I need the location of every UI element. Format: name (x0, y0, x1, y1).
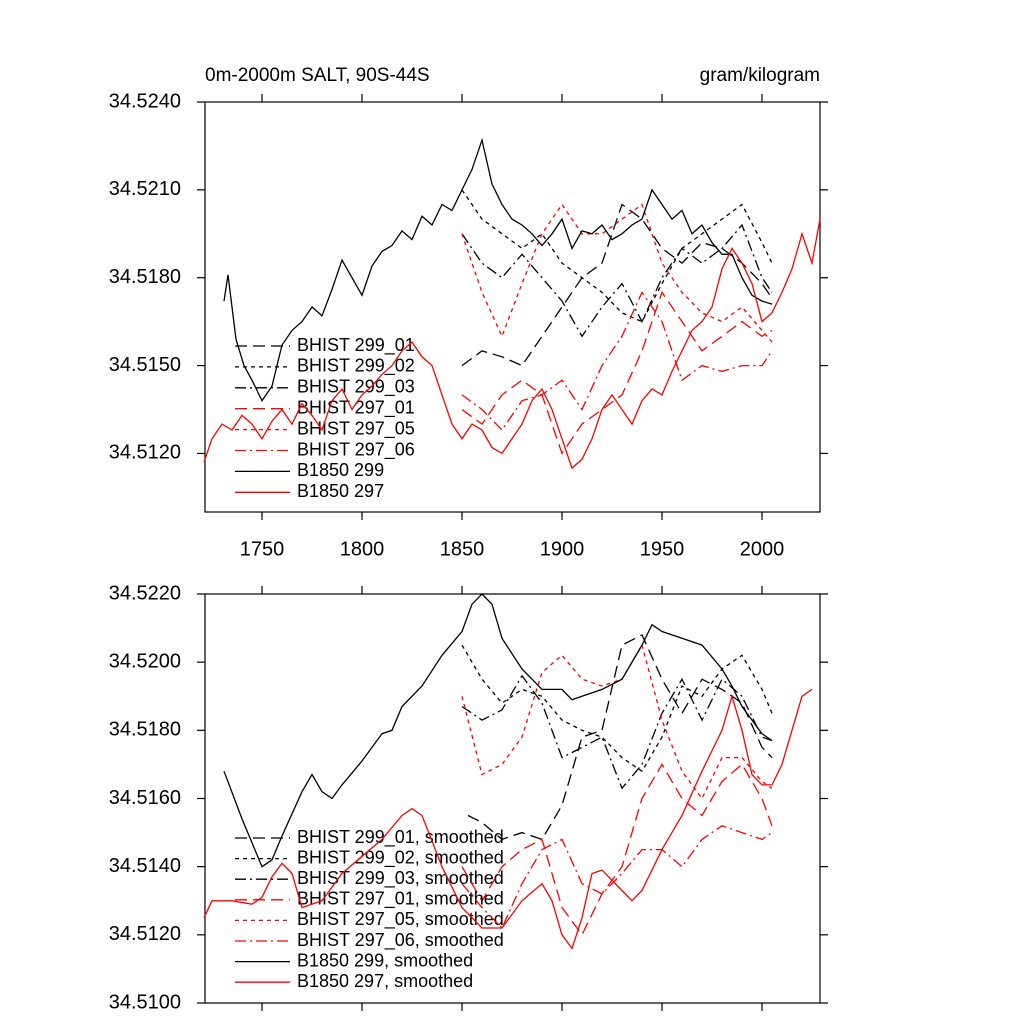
y-tick-label: 34.5220 (109, 582, 181, 604)
legend-label: B1850 299, smoothed (297, 950, 473, 970)
data-line (461, 203, 773, 343)
legend-label: BHIST 297_06 (297, 439, 415, 460)
legend-label: BHIST 299_03, smoothed (297, 868, 504, 889)
data-line (461, 290, 773, 455)
y-tick-label: 34.5180 (109, 266, 181, 288)
data-line (461, 825, 773, 930)
y-tick-label: 34.5240 (109, 90, 181, 112)
data-line (223, 137, 773, 402)
data-line (223, 593, 773, 868)
data-line (461, 644, 773, 773)
y-tick-label: 34.5200 (109, 650, 181, 672)
legend-label: BHIST 297_01, smoothed (297, 889, 504, 910)
legend-label: BHIST 297_01 (297, 397, 415, 418)
y-tick-label: 34.5140 (109, 855, 181, 877)
data-line (461, 203, 773, 367)
x-tick-label: 1750 (240, 538, 285, 560)
legend-label: BHIST 299_01, smoothed (297, 827, 504, 848)
x-tick-label: 1800 (340, 538, 385, 560)
legend-label: BHIST 297_05 (297, 418, 415, 439)
legend-label: BHIST 299_02, smoothed (297, 847, 504, 868)
data-line (467, 634, 773, 841)
x-tick-label: 1850 (440, 538, 485, 560)
x-tick-label: 2000 (740, 538, 785, 560)
y-tick-label: 34.5150 (109, 354, 181, 376)
legend-label: B1850 297, smoothed (297, 971, 473, 991)
legend-label: B1850 299 (297, 460, 384, 480)
chart-title: 0m-2000m SALT, 90S-44S (205, 65, 430, 86)
y-tick-label: 34.5100 (109, 991, 181, 1013)
y-tick-label: 34.5120 (109, 923, 181, 945)
data-line (203, 688, 813, 950)
units-label: gram/kilogram (700, 65, 820, 86)
data-line (461, 674, 773, 790)
plot-frame (204, 101, 821, 513)
legend-label: BHIST 297_05, smoothed (297, 909, 504, 930)
legend-label: BHIST 297_06, smoothed (297, 930, 504, 951)
x-tick-label: 1900 (540, 538, 585, 560)
data-line (461, 223, 773, 338)
y-tick-label: 34.5180 (109, 719, 181, 741)
y-tick-label: 34.5160 (109, 787, 181, 809)
data-line (461, 763, 773, 937)
legend-label: BHIST 299_01 (297, 335, 415, 356)
data-line (461, 189, 773, 323)
y-tick-label: 34.5210 (109, 178, 181, 200)
data-line (203, 218, 821, 470)
y-tick-label: 34.5120 (109, 442, 181, 464)
x-tick-label: 1950 (640, 538, 685, 560)
data-line (461, 291, 773, 432)
legend-label: B1850 297 (297, 481, 384, 501)
legend-label: BHIST 299_03 (297, 377, 415, 398)
